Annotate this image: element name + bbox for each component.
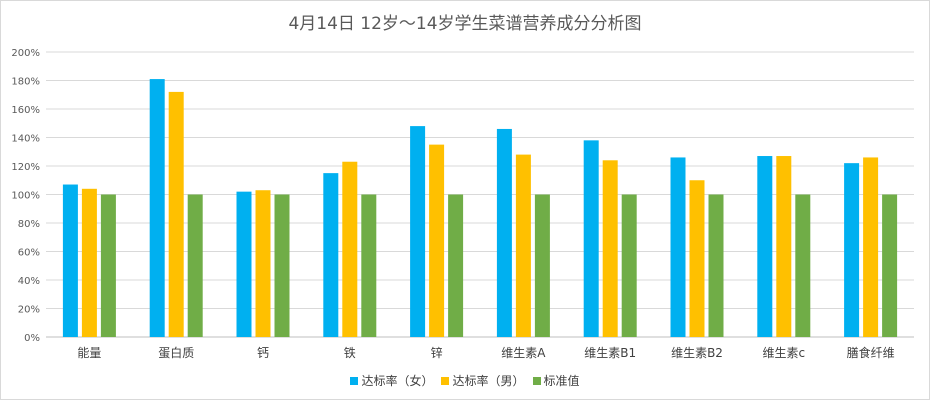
y-tick-label: 120% — [11, 162, 40, 173]
x-tick-label: 锌 — [431, 346, 443, 360]
y-tick-label: 80% — [18, 219, 40, 230]
legend-item: 标准值 — [532, 372, 580, 389]
bar — [863, 157, 879, 337]
bar — [168, 91, 184, 338]
y-tick-label: 140% — [11, 134, 40, 145]
bar — [255, 190, 271, 337]
legend-label: 达标率（男） — [452, 374, 525, 388]
x-tick-label: 膳食纤维 — [847, 345, 895, 360]
legend-swatch — [441, 376, 450, 385]
bar — [342, 161, 358, 337]
y-tick-label: 60% — [18, 248, 40, 259]
legend-item: 达标率（女） — [350, 372, 433, 389]
bar — [187, 194, 203, 337]
y-tick-label: 180% — [11, 77, 40, 88]
bar — [274, 194, 290, 337]
bar — [844, 163, 860, 337]
bar — [776, 156, 792, 337]
bar — [448, 194, 464, 337]
bar — [323, 173, 339, 337]
x-tick-label: 维生素c — [762, 346, 805, 360]
x-tick-label: 钙 — [257, 346, 269, 360]
bar — [410, 126, 426, 337]
x-tick-label: 蛋白质 — [158, 345, 194, 360]
x-tick-label: 铁 — [344, 346, 356, 360]
x-tick-label: 维生素B2 — [671, 346, 723, 360]
bar — [515, 154, 531, 337]
x-tick-label: 能量 — [77, 346, 101, 360]
bar — [583, 140, 599, 337]
bar — [795, 194, 811, 337]
bar — [534, 194, 550, 337]
bar — [708, 194, 724, 337]
legend-item: 达标率（男） — [441, 372, 525, 389]
bar — [361, 194, 377, 337]
x-tick-label: 维生素A — [501, 346, 546, 360]
y-tick-label: 40% — [18, 276, 40, 287]
y-tick-label: 20% — [18, 305, 40, 316]
bar — [62, 184, 78, 337]
bar — [236, 191, 252, 337]
bar — [429, 144, 445, 337]
x-tick-label: 维生素B1 — [584, 346, 636, 360]
legend-swatch — [532, 376, 541, 385]
y-tick-label: 0% — [24, 333, 40, 344]
legend-label: 达标率（女） — [361, 374, 434, 388]
chart-legend: 达标率（女） 达标率（男） 标准值 — [1, 372, 929, 389]
y-tick-label: 200% — [11, 48, 40, 59]
bar — [757, 156, 773, 337]
bar — [689, 180, 705, 337]
bar — [100, 194, 116, 337]
chart-title: 4月14日 12岁～14岁学生菜谱营养成分分析图 — [288, 14, 642, 34]
bar — [882, 194, 898, 337]
bar — [81, 188, 97, 337]
legend-swatch — [350, 376, 359, 385]
bar — [670, 157, 686, 337]
bar — [602, 160, 618, 337]
y-tick-label: 160% — [11, 105, 40, 116]
bar — [149, 79, 165, 337]
bar — [621, 194, 637, 337]
y-tick-label: 100% — [11, 191, 40, 202]
legend-label: 标准值 — [543, 374, 580, 388]
bar — [496, 128, 512, 337]
